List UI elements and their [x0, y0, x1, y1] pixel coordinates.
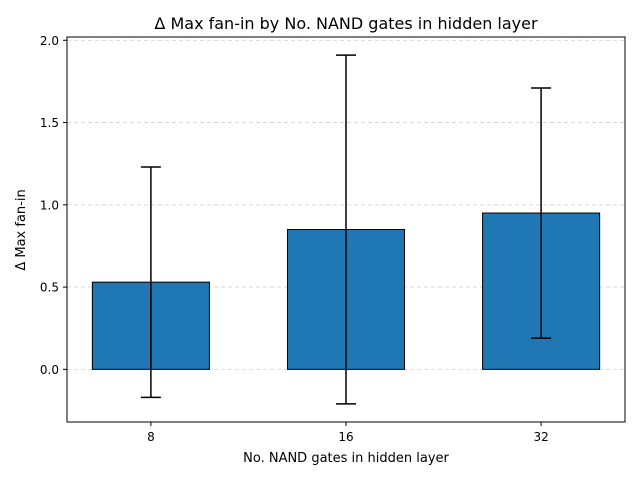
y-tick-label: 1.5	[40, 116, 59, 130]
y-tick-label: 0.5	[40, 281, 59, 295]
y-axis-ticks: 0.0 0.5 1.0 1.5 2.0	[40, 34, 67, 377]
x-tick-label: 8	[147, 430, 155, 444]
x-axis-label: No. NAND gates in hidden layer	[243, 451, 449, 466]
x-tick-label: 16	[338, 430, 353, 444]
x-axis-ticks: 8 16 32	[147, 422, 549, 444]
x-tick-label: 32	[533, 430, 548, 444]
y-tick-label: 1.0	[40, 198, 59, 212]
chart-title: Δ Max fan-in by No. NAND gates in hidden…	[154, 14, 538, 33]
error-bars	[140, 54, 552, 405]
y-tick-label: 0.0	[40, 363, 59, 377]
y-tick-label: 2.0	[40, 34, 59, 48]
y-axis-label: Δ Max fan-in	[14, 189, 29, 270]
